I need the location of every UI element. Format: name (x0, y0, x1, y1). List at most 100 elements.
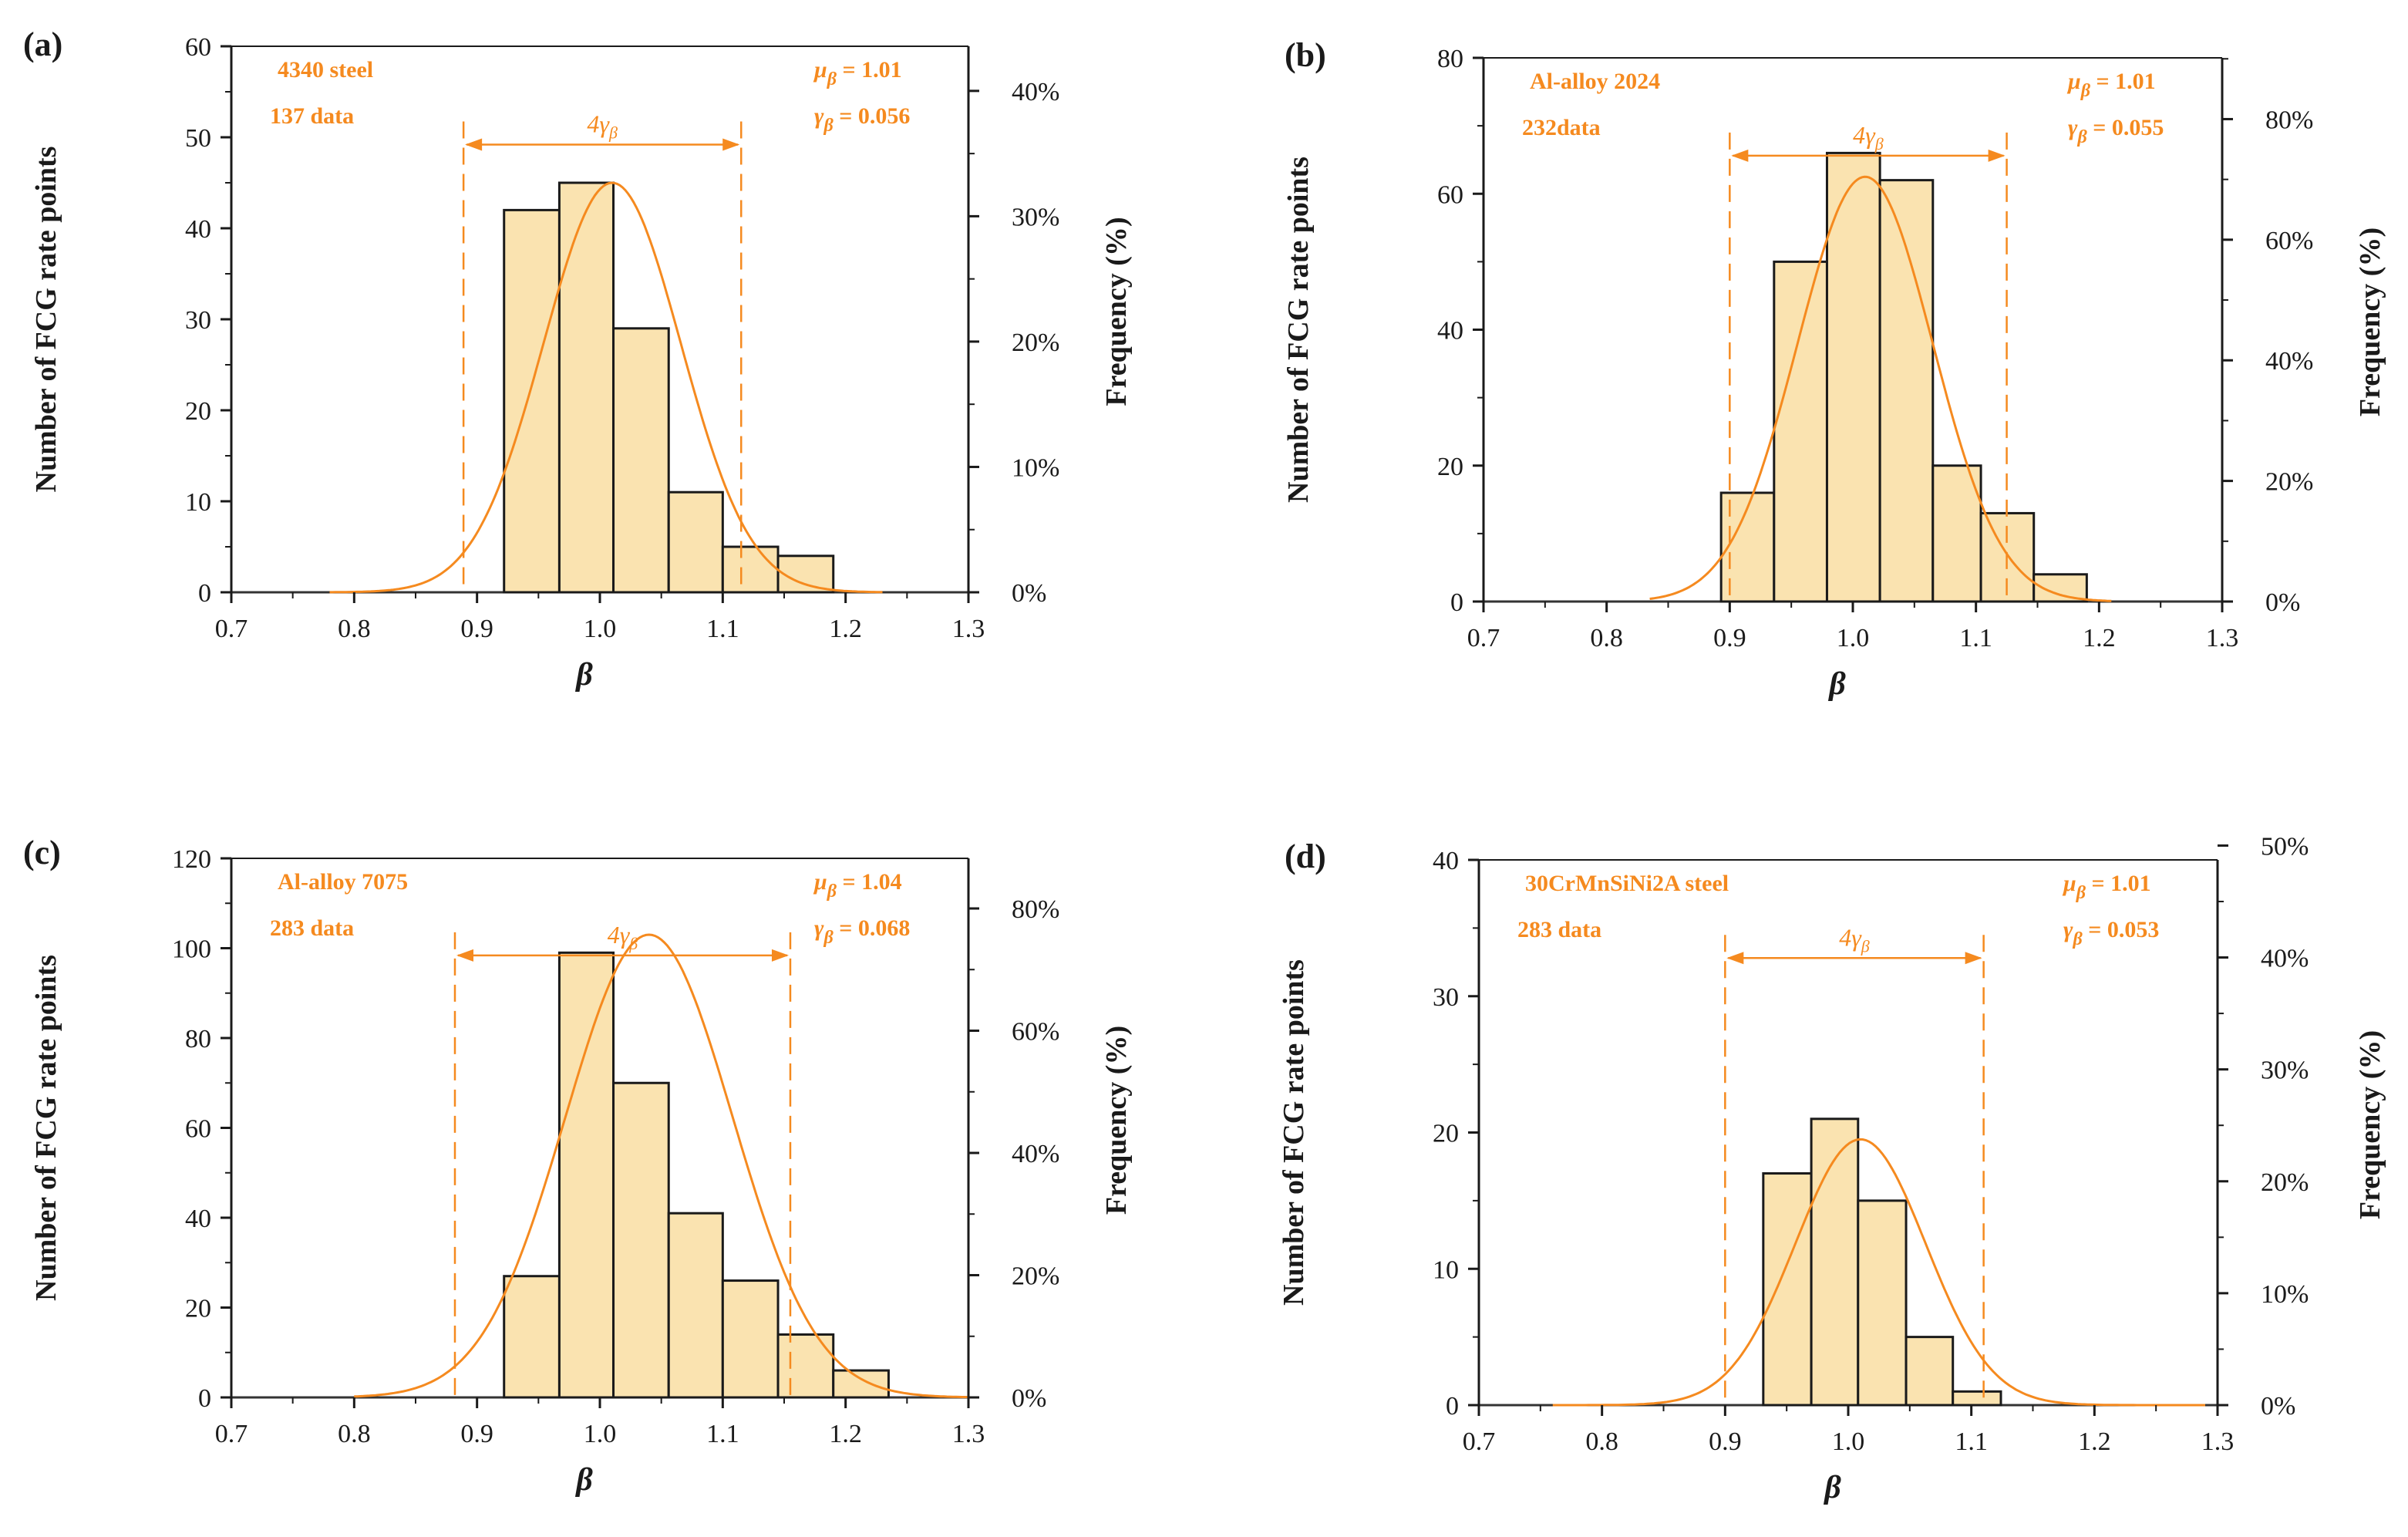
chart-panel-b: (b) 4γβ 0.7 0.8 0.9 1.0 1.1 1.2 1.3 0 20 40 60 80 0% 20… (1282, 36, 2386, 702)
x-tick-label: 1.3 (952, 615, 985, 643)
histogram-bars (503, 181, 835, 594)
material-label: Al-alloy 7075 (278, 869, 408, 895)
y2-tick-label: 0% (1012, 579, 1046, 608)
histogram-bar (1810, 1117, 1860, 1407)
x-tick-label: 1.3 (2201, 1427, 2235, 1456)
histogram-bar (503, 1275, 561, 1399)
x-tick-label: 1.1 (1955, 1427, 1988, 1456)
y-axis-title: Number of FCG rate points (30, 955, 62, 1301)
y-tick-label: 40 (185, 215, 211, 244)
normal-fit-curve (1649, 175, 2112, 602)
y2-tick-label: 20% (1012, 1262, 1059, 1290)
y-tick-label: 10 (185, 488, 211, 517)
histogram-bar (612, 327, 670, 594)
data-count-label: 283 data (1517, 917, 1601, 942)
histogram-bar (503, 208, 561, 594)
arrow-head-left (465, 138, 483, 151)
x-tick-label: 0.9 (1709, 1427, 1742, 1456)
histogram-bar (1878, 179, 1935, 603)
chart-panel-c: (c) 4γβ 0.7 0.8 0.9 1.0 1.1 1.2 1.3 0 20 40 60 80 100 1… (23, 834, 1133, 1498)
histogram-bars (1719, 151, 2088, 603)
y-tick-label: 0 (1450, 588, 1463, 617)
y2-tick-label: 40% (1012, 78, 1059, 106)
histogram-bar (776, 1333, 835, 1399)
y2-tick-label: 60% (2265, 227, 2313, 255)
arrow-head-right (771, 949, 789, 962)
histogram-bar (612, 1081, 670, 1399)
gamma-label: γβ = 0.053 (2063, 917, 2159, 949)
y2-tick-label: 20% (1012, 329, 1059, 357)
histogram-bar (1952, 1390, 2002, 1407)
histogram-bar (557, 181, 615, 594)
y2-tick-label: 80% (1012, 895, 1059, 924)
x-tick-label: 1.0 (1837, 624, 1870, 652)
x-tick-label: 1.2 (2078, 1427, 2111, 1456)
material-label: 30CrMnSiNi2A steel (1525, 871, 1729, 896)
x-tick-label: 0.7 (1463, 1427, 1496, 1456)
histogram-bar (1931, 464, 1982, 603)
y2-tick-label: 40% (2261, 945, 2309, 973)
y2-tick-label: 50% (2261, 832, 2309, 861)
y-tick-label: 100 (172, 935, 211, 964)
histogram-bar (1773, 260, 1828, 603)
y2-tick-label: 10% (1012, 453, 1059, 482)
y-tick-label: 20 (1437, 453, 1463, 481)
y2-tick-label: 10% (2261, 1280, 2309, 1309)
x-tick-label: 0.7 (215, 615, 248, 643)
gamma-label: γβ = 0.055 (2068, 115, 2164, 147)
material-label: Al-alloy 2024 (1530, 69, 1660, 94)
mu-label: μβ = 1.04 (813, 869, 902, 902)
x-axis-title: β (574, 1462, 593, 1498)
mu-label: μβ = 1.01 (2062, 871, 2151, 903)
panel-label: (b) (1285, 36, 1326, 74)
y-tick-label: 50 (185, 124, 211, 153)
data-count-label: 232data (1522, 115, 1601, 140)
y2-tick-label: 20% (2265, 468, 2313, 497)
normal-fit-curve (329, 181, 883, 594)
x-tick-label: 1.3 (952, 1420, 985, 1448)
x-tick-label: 0.8 (338, 1420, 371, 1448)
x-tick-label: 0.8 (1585, 1427, 1618, 1456)
x-tick-label: 1.2 (829, 615, 862, 643)
y-tick-label: 40 (1437, 317, 1463, 345)
histogram-bar (667, 1212, 724, 1399)
histogram-bar (1762, 1172, 1813, 1407)
bracket-label: 4γβ (608, 921, 638, 953)
y-tick-label: 40 (1433, 847, 1459, 875)
arrow-head-left (1726, 952, 1744, 965)
y-tick-label: 0 (1446, 1392, 1459, 1421)
y-tick-label: 40 (185, 1205, 211, 1233)
arrow-head-right (1965, 952, 1982, 965)
histogram-bar (776, 554, 835, 594)
y-tick-label: 0 (198, 579, 211, 608)
x-tick-label: 0.9 (460, 1420, 493, 1448)
data-count-label: 283 data (270, 915, 354, 941)
panel-label: (c) (23, 834, 61, 871)
y2-axis-title: Frequency (%) (2354, 228, 2386, 416)
y-tick-label: 20 (1433, 1120, 1459, 1148)
y-tick-label: 80 (185, 1025, 211, 1053)
y-tick-label: 10 (1433, 1256, 1459, 1284)
y2-axis-title: Frequency (%) (1100, 1026, 1133, 1215)
x-tick-label: 0.8 (338, 615, 371, 643)
y-tick-label: 80 (1437, 45, 1463, 73)
y-axis-title: Number of FCG rate points (1278, 959, 1310, 1306)
x-axis-title: β (574, 657, 593, 693)
panel-label: (d) (1285, 838, 1326, 875)
y2-tick-label: 40% (1012, 1140, 1059, 1168)
x-tick-label: 0.7 (1467, 624, 1500, 652)
y2-axis-title: Frequency (%) (2354, 1030, 2386, 1219)
data-count-label: 137 data (270, 103, 354, 129)
y2-tick-label: 0% (1012, 1384, 1046, 1413)
normal-fit-curve (354, 933, 969, 1399)
x-tick-label: 1.0 (1832, 1427, 1865, 1456)
histogram-bar (557, 951, 615, 1399)
gamma-label: γβ = 0.056 (814, 103, 910, 136)
y2-tick-label: 0% (2261, 1392, 2295, 1421)
y-tick-label: 60 (185, 1115, 211, 1144)
mu-label: μβ = 1.01 (2066, 69, 2156, 101)
histogram-bars (503, 951, 890, 1399)
gamma-label: γβ = 0.068 (814, 915, 910, 948)
y2-tick-label: 20% (2261, 1168, 2309, 1197)
y-tick-label: 20 (185, 1295, 211, 1323)
